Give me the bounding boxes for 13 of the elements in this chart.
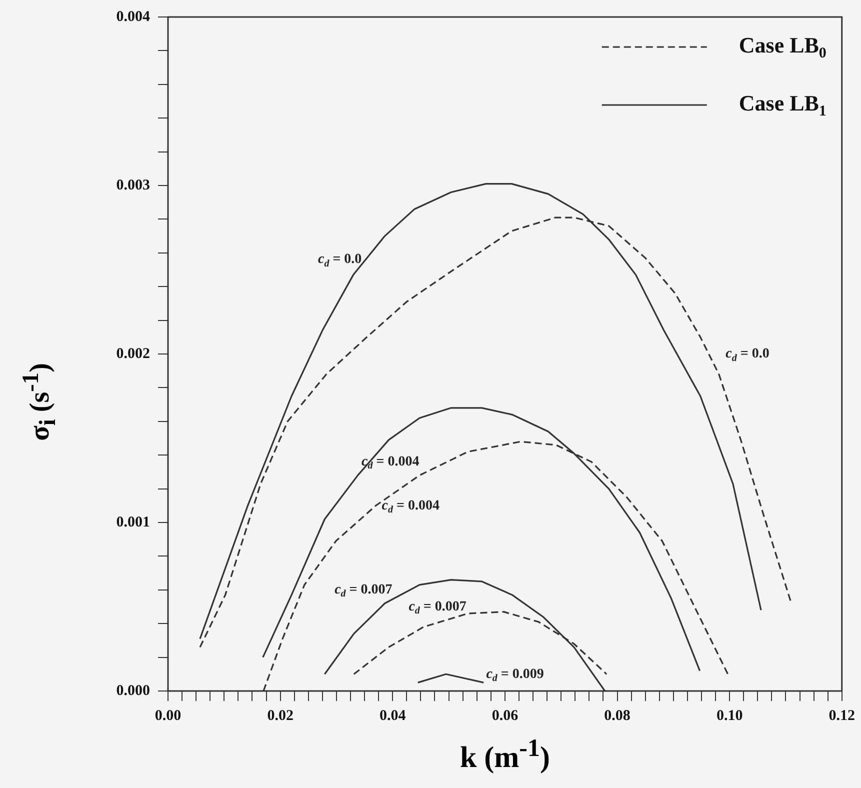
- x-tick-label: 0.06: [492, 708, 519, 724]
- x-tick-label: 0.02: [267, 708, 294, 724]
- y-tick-label: 0.003: [116, 177, 150, 194]
- x-axis-title: k (m$^{-1}$): [459, 735, 551, 775]
- y-tick-label: 0.002: [116, 346, 150, 362]
- x-tick-label: 0.00: [154, 708, 182, 724]
- y-tick-label: 0.000: [116, 682, 150, 699]
- x-tick-label: 0.12: [828, 708, 855, 724]
- x-tick-label: 0.10: [716, 708, 743, 724]
- y-tick-label: 0.004: [116, 8, 150, 25]
- y-tick-label: 0.001: [116, 514, 150, 530]
- x-tick-label: 0.04: [380, 708, 406, 724]
- x-tick-label: 0.08: [604, 708, 630, 724]
